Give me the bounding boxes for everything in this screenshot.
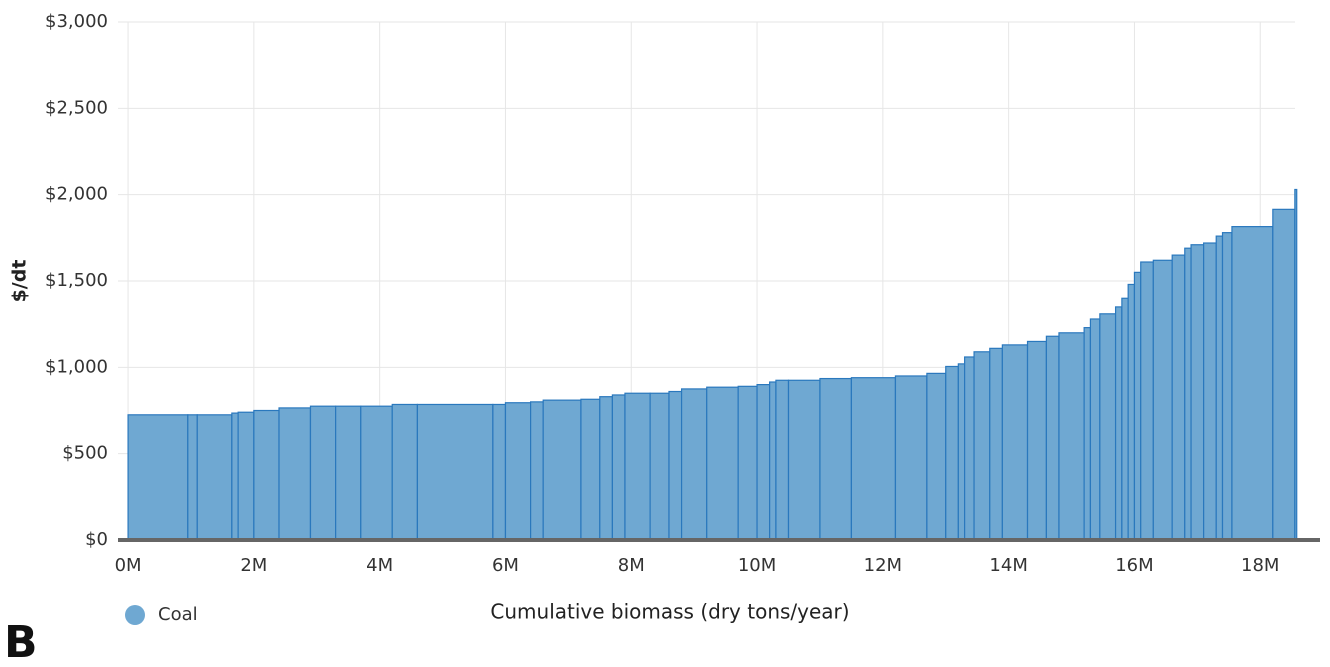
y-tick-label: $500 <box>62 443 108 464</box>
bar <box>196 414 233 541</box>
x-tick-label: 8M <box>618 555 645 576</box>
bar <box>945 365 959 541</box>
bar <box>769 381 777 541</box>
bar <box>1121 297 1129 541</box>
bar <box>1001 344 1029 541</box>
x-tick-label: 6M <box>492 555 519 576</box>
bar <box>1133 271 1142 541</box>
y-tick-label: $2,500 <box>45 97 108 118</box>
bar <box>391 403 418 541</box>
bar <box>1140 261 1154 541</box>
x-tick-label: 0M <box>115 555 142 576</box>
bar <box>599 396 613 541</box>
bar <box>706 386 739 541</box>
bar <box>1231 226 1274 541</box>
bar <box>1190 244 1205 541</box>
bar <box>253 409 280 541</box>
bar <box>775 379 790 541</box>
bar <box>1045 335 1060 541</box>
bar <box>1026 340 1047 541</box>
bar <box>756 384 771 541</box>
bar <box>504 402 532 541</box>
bar <box>416 403 494 541</box>
bar <box>989 347 1003 541</box>
legend-swatch <box>125 605 145 625</box>
bar <box>1083 327 1092 541</box>
bar <box>624 392 651 541</box>
y-tick-label: $3,000 <box>45 11 108 32</box>
panel-label: B <box>4 617 38 667</box>
bar <box>894 375 928 541</box>
bar <box>1152 259 1173 541</box>
bar <box>278 407 312 541</box>
y-axis-label: $/dt <box>9 260 31 303</box>
bar <box>1215 235 1224 541</box>
bar <box>127 414 189 541</box>
bar <box>492 403 507 541</box>
bar <box>964 356 975 541</box>
bar <box>957 363 966 541</box>
bar <box>1184 247 1192 541</box>
x-tick-label: 18M <box>1241 555 1279 576</box>
bar <box>231 412 239 541</box>
bar <box>580 398 601 541</box>
bar <box>360 405 393 541</box>
bar <box>737 385 758 541</box>
x-tick-label: 2M <box>240 555 267 576</box>
bar <box>680 388 708 541</box>
bar <box>850 377 897 541</box>
x-tick-label: 10M <box>738 555 776 576</box>
bar <box>1294 188 1298 541</box>
x-tick-label: 4M <box>366 555 393 576</box>
bar <box>1089 318 1101 541</box>
bar <box>787 379 821 541</box>
y-tick-label: $0 <box>85 529 108 550</box>
bar <box>309 405 337 541</box>
x-tick-label: 12M <box>864 555 902 576</box>
bar <box>237 411 255 541</box>
y-tick-label: $1,500 <box>45 270 108 291</box>
bar <box>1272 208 1296 541</box>
bar <box>668 390 683 541</box>
bar <box>542 399 582 541</box>
bar <box>611 394 626 541</box>
x-axis-label: Cumulative biomass (dry tons/year) <box>490 600 849 624</box>
bar <box>530 401 544 541</box>
bar <box>1203 242 1217 541</box>
bar <box>649 392 670 541</box>
bar <box>1099 313 1117 541</box>
bar <box>926 372 947 541</box>
bar <box>1058 332 1085 541</box>
y-tick-label: $2,000 <box>45 184 108 205</box>
x-tick-label: 14M <box>989 555 1027 576</box>
bar <box>819 377 853 541</box>
x-tick-label: 16M <box>1115 555 1153 576</box>
y-tick-label: $1,000 <box>45 356 108 377</box>
bar <box>1171 254 1186 541</box>
bar <box>1114 306 1123 541</box>
bar <box>1221 232 1233 541</box>
bar <box>335 405 362 541</box>
legend-label: Coal <box>158 604 198 625</box>
bar <box>1127 283 1136 541</box>
bar <box>187 414 198 541</box>
bar <box>973 351 991 541</box>
